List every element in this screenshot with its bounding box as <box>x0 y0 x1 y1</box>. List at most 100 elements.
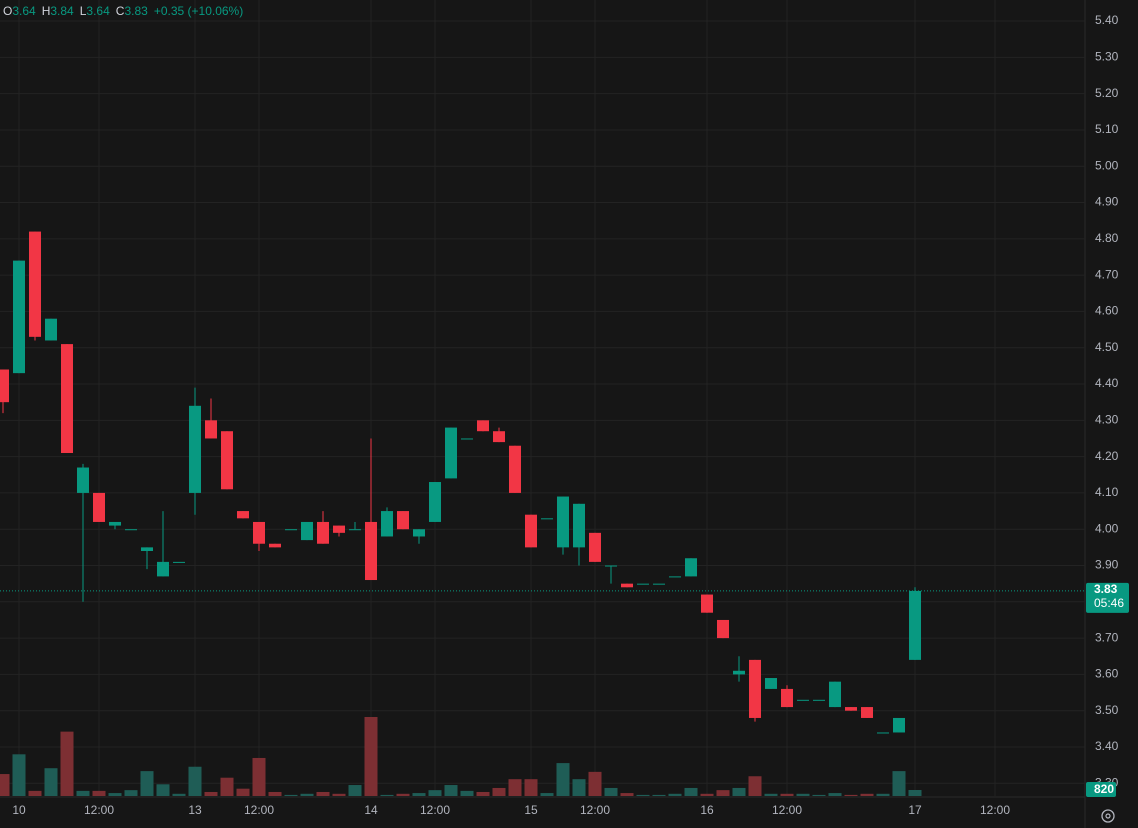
volume-bar <box>332 793 346 796</box>
candle-body <box>317 521 329 544</box>
candle-body <box>557 496 569 548</box>
volume-bar <box>380 794 394 796</box>
y-tick-label: 4.00 <box>1095 521 1119 535</box>
y-tick-label: 3.60 <box>1095 667 1119 681</box>
candle-body <box>253 521 265 544</box>
volume-bar <box>108 793 122 796</box>
y-tick-label: 3.70 <box>1095 630 1119 644</box>
volume-bar <box>60 731 74 796</box>
ohlc-value: 3.64 <box>12 4 36 18</box>
candle-body <box>13 260 25 374</box>
y-tick-label: 4.20 <box>1095 449 1119 463</box>
candle-body <box>349 529 361 531</box>
candle-body <box>285 529 297 531</box>
volume-bar <box>252 757 266 796</box>
x-tick-label: 12:00 <box>772 803 802 817</box>
y-tick-label: 4.30 <box>1095 412 1119 426</box>
candle-body <box>781 688 793 708</box>
candle-body <box>525 514 537 548</box>
settings-ring[interactable] <box>1101 809 1115 823</box>
volume-bar <box>76 790 90 796</box>
volume-bar <box>428 790 442 796</box>
candle-body <box>685 558 697 577</box>
candle-body <box>637 583 649 585</box>
volume-bar <box>700 793 714 796</box>
volume-bar <box>812 794 826 796</box>
volume-bar <box>492 787 506 796</box>
volume-bar <box>476 791 490 796</box>
volume-bar <box>204 791 218 796</box>
ohlc-letter: C <box>116 4 125 18</box>
settings-icon[interactable] <box>1101 809 1115 823</box>
candle-body <box>493 431 505 443</box>
candle-body <box>653 583 665 585</box>
x-tick-label: 15 <box>524 803 538 817</box>
candle-body <box>829 681 841 708</box>
x-tick-label: 12:00 <box>980 803 1010 817</box>
y-tick-label: 4.50 <box>1095 340 1119 354</box>
candle-body <box>669 576 681 578</box>
volume-bar <box>828 793 842 796</box>
countdown-label: 05:46 <box>1094 596 1124 610</box>
candle-body <box>157 561 169 577</box>
price-badge-label: 3.83 <box>1094 582 1118 596</box>
y-tick-label: 5.20 <box>1095 86 1119 100</box>
volume-bar <box>396 793 410 796</box>
ohlc-value: 3.83 <box>124 4 148 18</box>
volume-bar <box>572 779 586 796</box>
y-tick-label: 3.50 <box>1095 703 1119 717</box>
volume-bar <box>796 793 810 796</box>
volume-bar <box>412 793 426 796</box>
candle-body <box>29 231 41 337</box>
candle-body <box>909 590 921 660</box>
volume-bar <box>444 785 458 796</box>
candle-body <box>45 318 57 341</box>
ohlc-value: 3.84 <box>50 4 74 18</box>
volume-bar <box>620 793 634 796</box>
y-tick-label: 5.30 <box>1095 50 1119 64</box>
x-tick-label: 17 <box>908 803 922 817</box>
ohlc-header: O3.64 H3.84 L3.64 C3.83 +0.35 (+10.06%) <box>3 4 243 18</box>
volume-bar <box>892 771 906 796</box>
candle-body <box>109 521 121 526</box>
volume-bar <box>524 779 538 796</box>
candle-body <box>141 547 153 551</box>
volume-bar <box>0 774 10 796</box>
ohlc-value: 3.64 <box>86 4 110 18</box>
candle-body <box>765 678 777 689</box>
volume-bar <box>364 717 378 796</box>
candle-body <box>0 369 9 403</box>
candle-body <box>413 529 425 537</box>
volume-bar <box>92 790 106 796</box>
candle-body <box>861 707 873 718</box>
volume-bar <box>508 779 522 796</box>
volume-bar <box>636 794 650 796</box>
candle-body <box>93 492 105 522</box>
volume-bar <box>844 794 858 796</box>
y-tick-label: 4.10 <box>1095 485 1119 499</box>
candle-body <box>429 482 441 522</box>
settings-dot[interactable] <box>1105 813 1111 819</box>
candle-body <box>333 525 345 533</box>
y-tick-label: 5.40 <box>1095 13 1119 27</box>
candle-body <box>813 699 825 701</box>
candle-body <box>173 561 185 563</box>
x-tick-label: 16 <box>700 803 714 817</box>
volume-bar <box>28 790 42 796</box>
volume-bar <box>652 794 666 796</box>
candle-body <box>301 521 313 541</box>
volume-bar <box>540 793 554 796</box>
volume-bar <box>172 793 186 796</box>
volume-bar <box>764 793 778 796</box>
candle-body <box>237 511 249 519</box>
y-tick-label: 5.10 <box>1095 122 1119 136</box>
candle-body <box>797 699 809 701</box>
candle-body <box>749 659 761 718</box>
y-tick-label: 4.80 <box>1095 231 1119 245</box>
volume-bar <box>908 790 922 796</box>
volume-badge-label: 820 <box>1094 782 1114 796</box>
candle-body <box>701 594 713 613</box>
x-tick-label: 12:00 <box>244 803 274 817</box>
volume-bar <box>860 793 874 796</box>
